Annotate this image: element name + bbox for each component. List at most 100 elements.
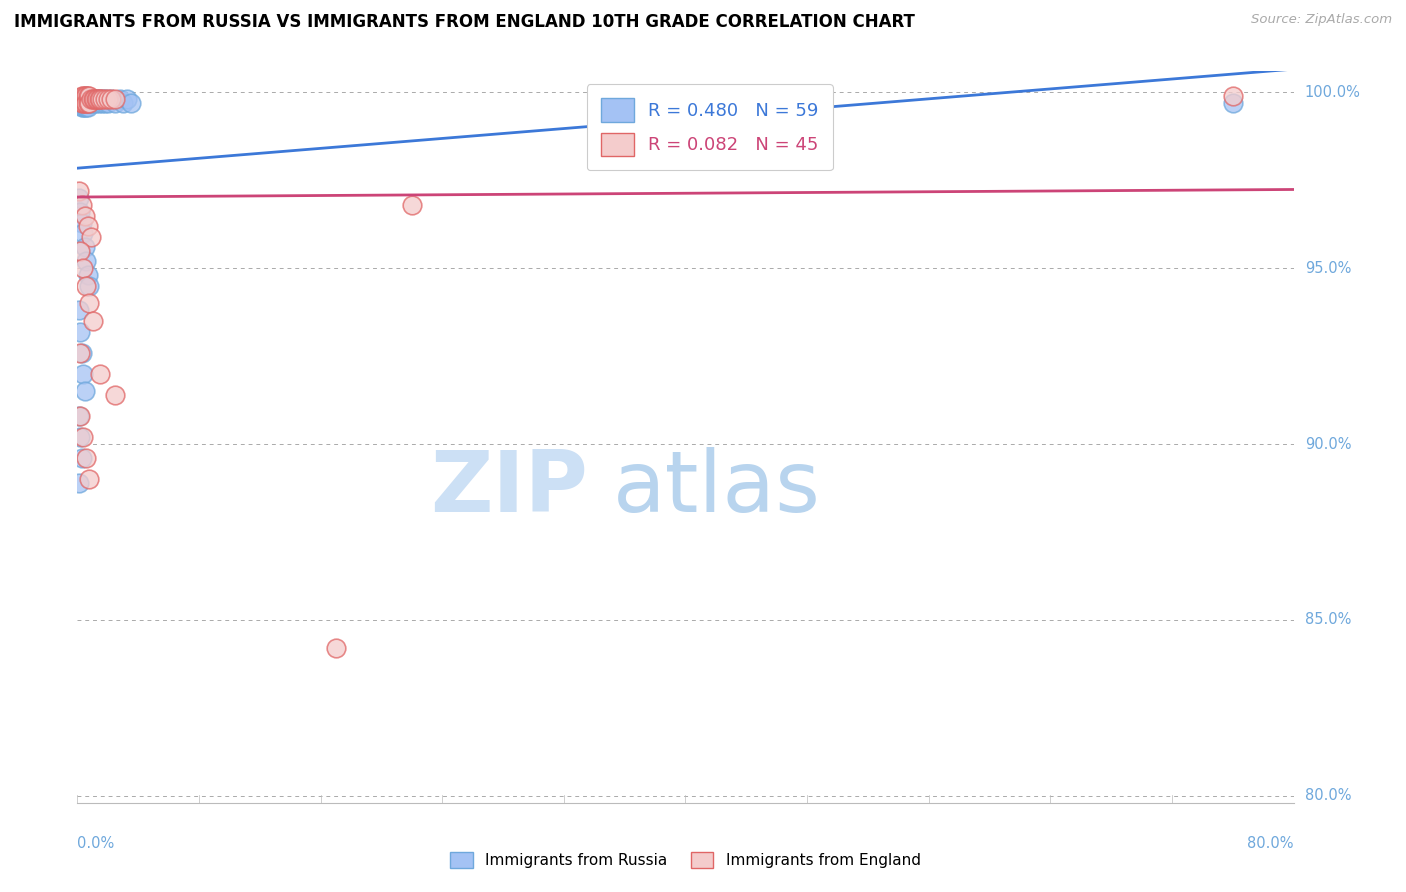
Point — [79, 296, 101, 310]
Point — [97, 95, 120, 110]
Text: 80.0%: 80.0% — [1305, 789, 1351, 804]
Point — [104, 388, 127, 402]
Point — [117, 93, 139, 107]
Point — [73, 99, 96, 113]
Point — [84, 93, 107, 107]
Point — [108, 93, 131, 107]
Point — [70, 451, 93, 466]
Point — [89, 93, 111, 107]
Point — [75, 95, 97, 110]
Point — [70, 99, 93, 113]
Point — [97, 93, 120, 107]
Point — [79, 93, 101, 107]
Point — [69, 95, 91, 110]
Point — [75, 278, 97, 293]
Point — [75, 99, 97, 113]
Point — [70, 93, 93, 107]
Point — [73, 93, 96, 107]
Text: atlas: atlas — [613, 447, 821, 530]
Point — [75, 451, 97, 466]
Point — [83, 93, 105, 107]
Point — [80, 95, 103, 110]
Point — [72, 93, 94, 107]
Point — [87, 93, 110, 107]
Point — [73, 95, 96, 110]
Point — [73, 240, 96, 254]
Point — [80, 93, 103, 107]
Point — [77, 89, 100, 103]
Point — [69, 345, 91, 359]
Point — [79, 472, 101, 486]
Point — [75, 89, 97, 103]
Point — [72, 367, 94, 381]
Text: 80.0%: 80.0% — [1247, 836, 1294, 851]
Point — [89, 367, 111, 381]
Point — [77, 93, 100, 107]
Point — [72, 226, 94, 240]
Point — [83, 93, 105, 107]
Point — [70, 216, 93, 230]
Point — [69, 244, 91, 258]
Point — [72, 430, 94, 444]
Point — [77, 99, 100, 113]
Point — [67, 93, 90, 107]
Point — [72, 261, 94, 276]
Point — [79, 89, 101, 103]
Point — [104, 95, 127, 110]
Point — [67, 191, 90, 205]
Point — [111, 95, 134, 110]
Text: 85.0%: 85.0% — [1305, 613, 1351, 627]
Point — [75, 89, 97, 103]
Point — [77, 268, 100, 283]
Point — [69, 325, 91, 339]
Point — [1222, 89, 1244, 103]
Point — [1222, 95, 1244, 110]
Point — [90, 95, 112, 110]
Point — [120, 95, 142, 110]
Point — [93, 93, 115, 107]
Point — [73, 89, 96, 103]
Point — [75, 93, 97, 107]
Point — [104, 93, 127, 107]
Point — [86, 93, 108, 107]
Point — [100, 93, 122, 107]
Point — [82, 95, 104, 110]
Point — [401, 198, 423, 212]
Point — [72, 89, 94, 103]
Point — [84, 95, 107, 110]
Text: 0.0%: 0.0% — [77, 836, 114, 851]
Point — [67, 409, 90, 423]
Point — [82, 93, 104, 107]
Point — [77, 95, 100, 110]
Point — [72, 99, 94, 113]
Point — [69, 430, 91, 444]
Point — [70, 95, 93, 110]
Point — [89, 93, 111, 107]
Point — [90, 93, 112, 107]
Point — [79, 95, 101, 110]
Point — [73, 209, 96, 223]
Point — [80, 229, 103, 244]
Point — [82, 93, 104, 107]
Legend: Immigrants from Russia, Immigrants from England: Immigrants from Russia, Immigrants from … — [450, 853, 921, 868]
Point — [72, 95, 94, 110]
Point — [79, 95, 101, 110]
Point — [69, 93, 91, 107]
Point — [93, 95, 115, 110]
Point — [87, 95, 110, 110]
Text: 100.0%: 100.0% — [1305, 85, 1361, 100]
Point — [91, 93, 114, 107]
Text: 95.0%: 95.0% — [1305, 260, 1351, 276]
Point — [77, 95, 100, 110]
Point — [325, 641, 347, 656]
Point — [70, 89, 93, 103]
Text: Source: ZipAtlas.com: Source: ZipAtlas.com — [1251, 13, 1392, 27]
Point — [67, 303, 90, 318]
Point — [80, 93, 103, 107]
Text: IMMIGRANTS FROM RUSSIA VS IMMIGRANTS FROM ENGLAND 10TH GRADE CORRELATION CHART: IMMIGRANTS FROM RUSSIA VS IMMIGRANTS FRO… — [14, 13, 915, 31]
Point — [69, 93, 91, 107]
Point — [69, 205, 91, 219]
Point — [96, 93, 118, 107]
Point — [70, 95, 93, 110]
Point — [70, 345, 93, 359]
